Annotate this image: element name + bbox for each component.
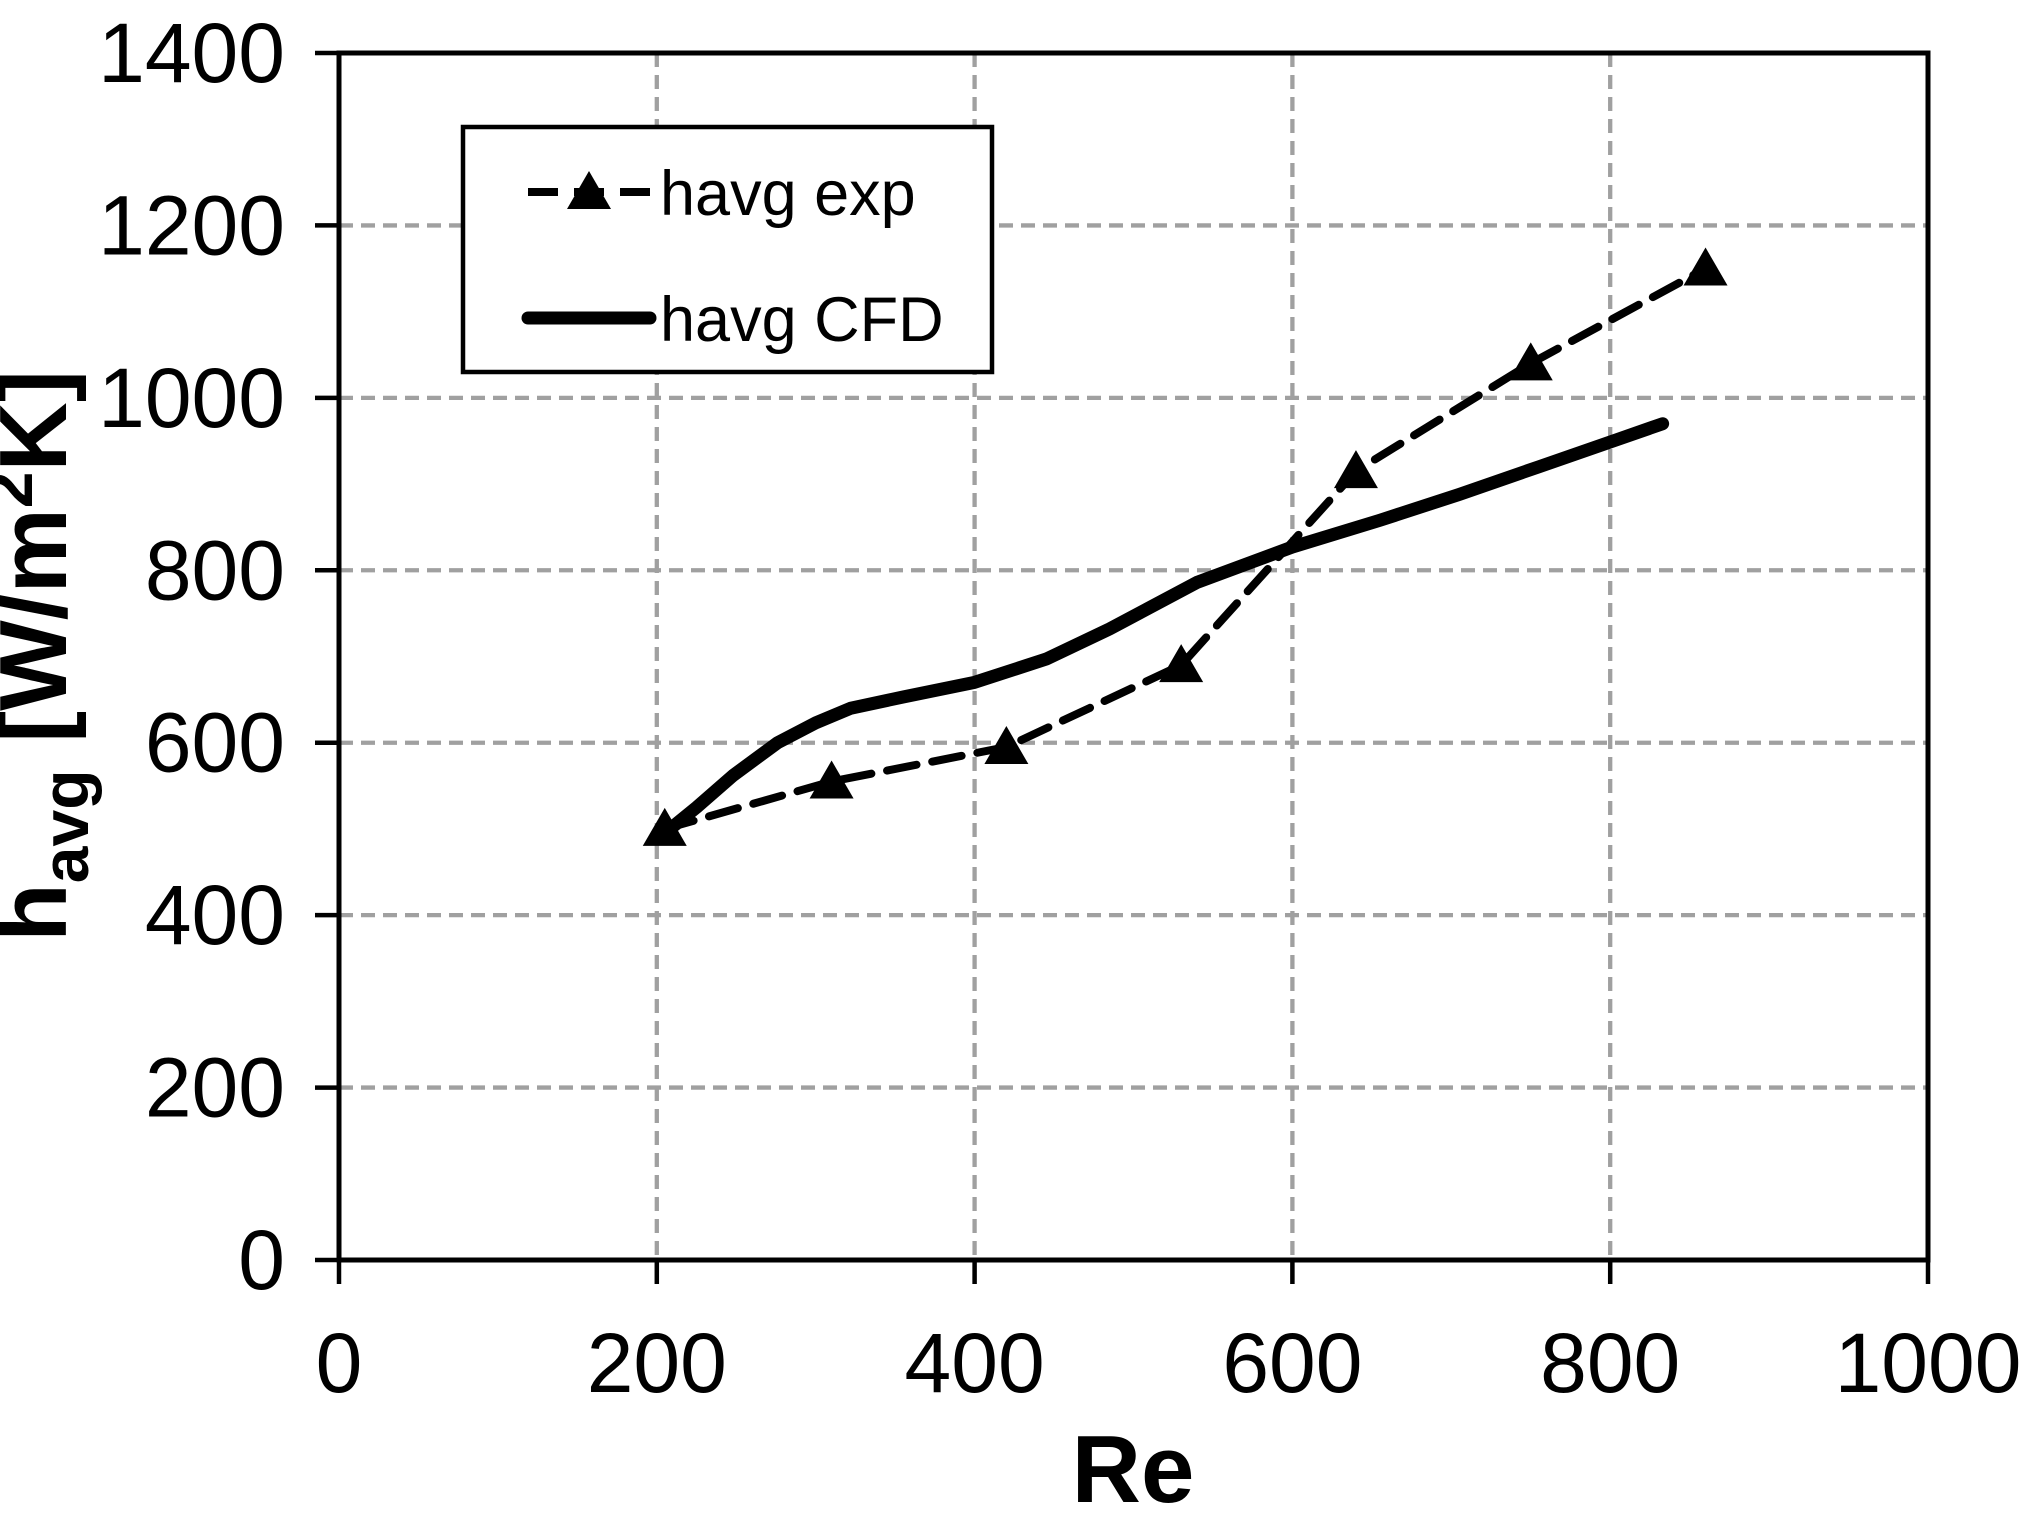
legend-box	[460, 124, 995, 375]
tick-label-x-600: 600	[1222, 1316, 1362, 1410]
tick-label-y-1000: 1000	[98, 351, 285, 445]
exp-data-point-310	[809, 760, 854, 799]
exp-data-point-860	[1683, 247, 1728, 286]
tick-label-x-1000: 1000	[1835, 1316, 2022, 1410]
exp-data-point-420	[984, 726, 1029, 765]
series-cfd	[658, 417, 1670, 840]
tick-label-y-600: 600	[145, 696, 285, 790]
tick-label-y-400: 400	[145, 868, 285, 962]
tick-label-y-1400: 1400	[98, 6, 285, 100]
tick-label-y-800: 800	[145, 523, 285, 617]
tick-label-y-200: 200	[145, 1041, 285, 1135]
tick-label-y-0: 0	[238, 1213, 285, 1307]
tick-label-x-200: 200	[587, 1316, 727, 1410]
plot-border	[336, 50, 1931, 1263]
legend	[460, 124, 995, 375]
tick-labels: 0 200 400 600 800 1000 0 200 400 600 800 1000 1200 14…	[98, 6, 2021, 1410]
tick-label-x-400: 400	[905, 1316, 1045, 1410]
x-axis-title: Re	[1072, 1416, 1195, 1515]
legend-label-cfd: havg CFD	[660, 285, 944, 355]
legend-sample-exp-marker	[567, 171, 611, 209]
tick-label-x-0: 0	[316, 1316, 363, 1410]
exp-data-point-640	[1333, 450, 1378, 489]
exp-data-point-750	[1508, 342, 1553, 381]
y-axis-title: havg [W/m2K]	[0, 370, 102, 942]
cfd-line	[658, 417, 1670, 840]
axis-ticks	[315, 50, 1931, 1284]
tick-label-x-800: 800	[1540, 1316, 1680, 1410]
legend-label-exp: havg exp	[660, 159, 916, 229]
exp-data-point-530	[1159, 644, 1204, 683]
tick-label-y-1200: 1200	[98, 178, 285, 272]
